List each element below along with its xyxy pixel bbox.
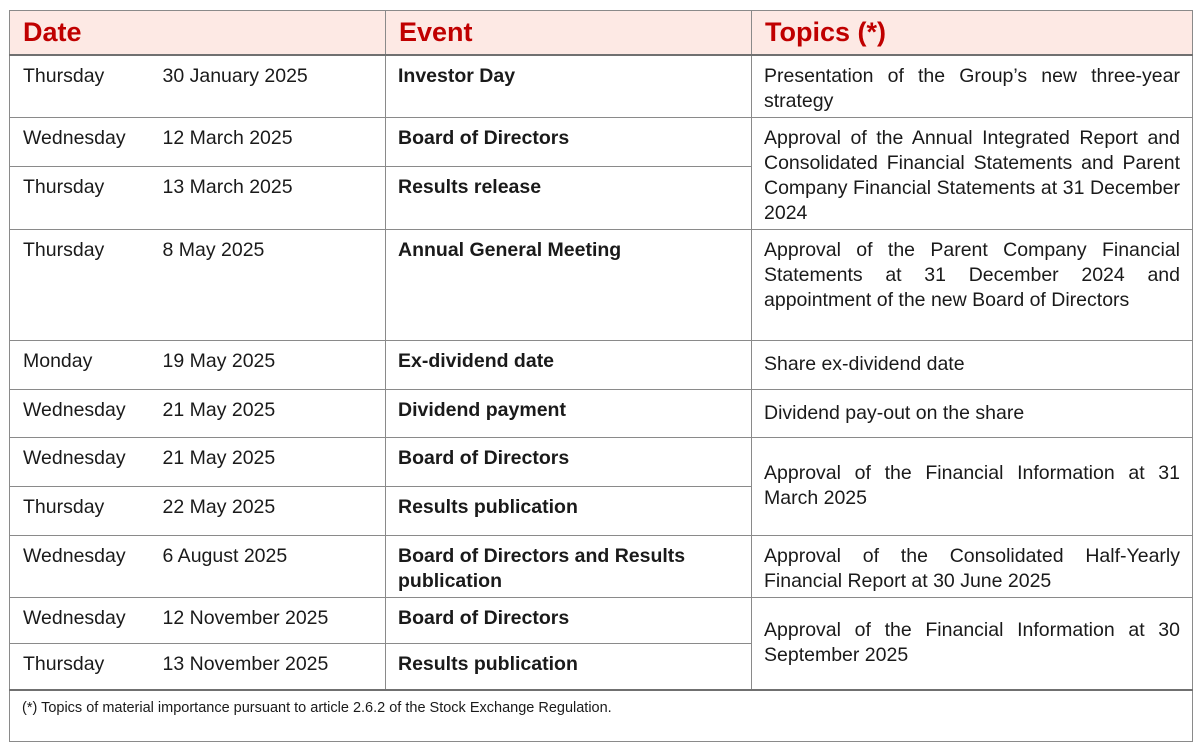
day-cell: Thursday bbox=[9, 228, 163, 341]
date-cell: 12 November 2025 bbox=[162, 596, 386, 644]
date-cell: 12 March 2025 bbox=[162, 116, 386, 167]
topic-cell: Presentation of the Group’s new three-ye… bbox=[751, 54, 1193, 118]
topic-cell: Share ex-dividend date bbox=[751, 339, 1193, 390]
table-row: Wednesday 21 May 2025 Dividend payment D… bbox=[9, 388, 1193, 438]
event-cell: Investor Day bbox=[385, 54, 752, 118]
day-cell: Wednesday bbox=[9, 388, 163, 438]
table-row: Wednesday 21 May 2025 Board of Directors… bbox=[9, 436, 1193, 536]
event-cell: Results publication bbox=[385, 642, 752, 691]
header-topics: Topics (*) bbox=[751, 10, 1193, 56]
event-cell: Board of Directors bbox=[385, 436, 752, 487]
date-cell: 22 May 2025 bbox=[162, 485, 386, 536]
financial-calendar-table: Date Event Topics (*) Thursday 30 Januar… bbox=[9, 10, 1193, 742]
date-cell: 30 January 2025 bbox=[162, 54, 386, 118]
table-row: Wednesday 12 March 2025 Board of Directo… bbox=[9, 116, 1193, 230]
date-cell: 13 November 2025 bbox=[162, 642, 386, 691]
topic-cell: Approval of the Parent Company Financial… bbox=[751, 228, 1193, 341]
footnote: (*) Topics of material importance pursua… bbox=[9, 689, 1193, 742]
topic-cell: Approval of the Financial Information at… bbox=[751, 436, 1193, 536]
header-event: Event bbox=[385, 10, 752, 56]
event-cell: Dividend payment bbox=[385, 388, 752, 438]
date-cell: 21 May 2025 bbox=[162, 388, 386, 438]
event-cell: Ex-dividend date bbox=[385, 339, 752, 390]
day-cell: Thursday bbox=[9, 485, 163, 536]
topic-cell: Dividend pay-out on the share bbox=[751, 388, 1193, 438]
day-cell: Thursday bbox=[9, 165, 163, 230]
day-cell: Wednesday bbox=[9, 436, 163, 487]
day-cell: Thursday bbox=[9, 54, 163, 118]
table-row: Wednesday 12 November 2025 Board of Dire… bbox=[9, 596, 1193, 691]
table-row: Wednesday 6 August 2025 Board of Directo… bbox=[9, 534, 1193, 598]
day-cell: Wednesday bbox=[9, 534, 163, 598]
day-cell: Wednesday bbox=[9, 596, 163, 644]
event-cell: Board of Directors and Results publicati… bbox=[385, 534, 752, 598]
header-date: Date bbox=[9, 10, 386, 56]
date-cell: 6 August 2025 bbox=[162, 534, 386, 598]
event-cell: Board of Directors bbox=[385, 596, 752, 644]
table-row: Thursday 13 March 2025 Results release bbox=[9, 165, 1193, 230]
day-cell: Thursday bbox=[9, 642, 163, 691]
day-cell: Monday bbox=[9, 339, 163, 390]
table-row: Thursday 22 May 2025 Results publication bbox=[9, 485, 1193, 536]
table-row: Thursday 8 May 2025 Annual General Meeti… bbox=[9, 228, 1193, 341]
header-row: Date Event Topics (*) bbox=[9, 10, 1193, 56]
day-cell: Wednesday bbox=[9, 116, 163, 167]
event-cell: Results publication bbox=[385, 485, 752, 536]
date-cell: 19 May 2025 bbox=[162, 339, 386, 390]
date-cell: 8 May 2025 bbox=[162, 228, 386, 341]
event-cell: Board of Directors bbox=[385, 116, 752, 167]
table-row: Thursday 30 January 2025 Investor Day Pr… bbox=[9, 54, 1193, 118]
footnote-row: (*) Topics of material importance pursua… bbox=[9, 689, 1193, 742]
event-cell: Annual General Meeting bbox=[385, 228, 752, 341]
topic-cell: Approval of the Annual Integrated Report… bbox=[751, 116, 1193, 230]
event-cell: Results release bbox=[385, 165, 752, 230]
date-cell: 13 March 2025 bbox=[162, 165, 386, 230]
date-cell: 21 May 2025 bbox=[162, 436, 386, 487]
topic-cell: Approval of the Financial Information at… bbox=[751, 596, 1193, 691]
topic-cell: Approval of the Consolidated Half-Yearly… bbox=[751, 534, 1193, 598]
table-row: Monday 19 May 2025 Ex-dividend date Shar… bbox=[9, 339, 1193, 390]
